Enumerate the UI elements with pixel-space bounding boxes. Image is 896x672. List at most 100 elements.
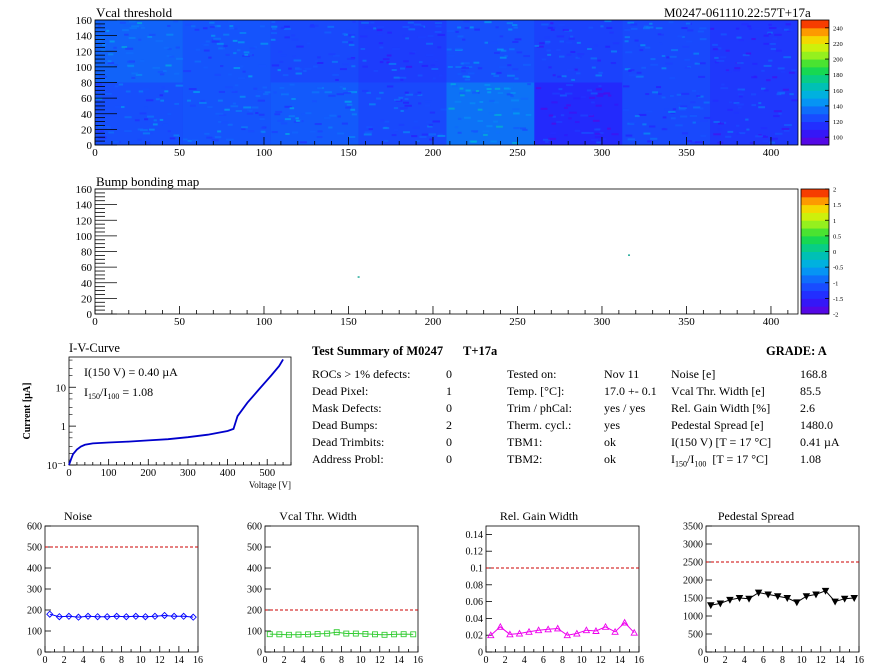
pixel-cell <box>454 126 459 129</box>
pixel-cell <box>448 107 455 110</box>
pixel-cell <box>138 38 142 41</box>
vcal-heatmap <box>95 20 798 145</box>
pixel-cell <box>484 83 491 86</box>
pixel-cell <box>293 59 302 62</box>
pixel-cell <box>142 88 150 91</box>
pixel-cell <box>490 140 497 143</box>
y-tick-label: 3500 <box>683 522 703 533</box>
x-tick-label: 300 <box>180 468 196 479</box>
pixel-cell <box>362 65 368 68</box>
summary-left-label: Dead Pixel: <box>312 384 369 398</box>
roc-block <box>358 20 447 83</box>
x-tick-label: 4 <box>301 655 306 666</box>
pixel-cell <box>346 57 355 60</box>
pixel-cell <box>489 99 495 102</box>
roc-block <box>534 82 623 145</box>
pixel-cell <box>384 120 390 123</box>
pixel-cell <box>631 27 638 30</box>
pixel-cell <box>457 131 462 134</box>
pixel-cell <box>753 27 760 30</box>
pixel-cell <box>635 75 644 78</box>
y-tick-label: 160 <box>76 15 93 27</box>
pixel-cell <box>717 122 725 125</box>
pixel-cell <box>152 123 158 126</box>
pixel-cell <box>570 35 574 38</box>
pixel-cell <box>432 77 436 80</box>
pixel-cell <box>512 68 519 71</box>
pixel-cell <box>464 116 471 119</box>
pixel-cell <box>459 92 466 95</box>
pixel-cell <box>762 140 769 143</box>
pixel-cell <box>758 134 762 137</box>
pixel-cell <box>737 106 742 109</box>
pixel-cell <box>421 64 429 67</box>
pixel-cell <box>241 128 246 131</box>
pixel-cell <box>607 127 611 130</box>
pixel-cell <box>209 26 215 29</box>
pixel-cell <box>575 56 580 59</box>
ratio-sub1: 150 <box>675 459 687 469</box>
pixel-cell <box>468 72 475 75</box>
y-tick-label: 120 <box>76 46 93 58</box>
pixel-cell <box>137 22 143 25</box>
y-tick-label: 100 <box>76 231 93 243</box>
pixel-cell <box>348 136 356 139</box>
pixel-cell <box>508 28 513 31</box>
data-point <box>726 596 734 604</box>
roc-block <box>622 82 711 145</box>
pixel-cell <box>586 89 593 92</box>
pixel-cell <box>131 72 138 75</box>
data-point <box>314 630 321 637</box>
pixel-cell <box>512 40 519 43</box>
pixel-cell <box>138 90 144 93</box>
plot-frame <box>264 525 419 653</box>
pixel-cell <box>594 128 601 131</box>
pixel-cell <box>513 127 520 130</box>
pixel-cell <box>523 55 531 58</box>
pixel-cell <box>472 92 478 95</box>
pixel-cell <box>140 59 145 62</box>
pixel-cell <box>122 29 129 32</box>
pixel-cell <box>738 39 744 42</box>
pixel-cell <box>174 139 179 142</box>
data-point <box>544 625 552 633</box>
pixel-cell <box>630 23 638 26</box>
pixel-cell <box>283 25 290 28</box>
y-tick-label: 0 <box>87 140 93 152</box>
pixel-cell <box>243 106 252 109</box>
pixel-cell <box>599 131 604 134</box>
pixel-cell <box>404 104 412 107</box>
pixel-cell <box>159 118 164 121</box>
pixel-cell <box>260 25 265 28</box>
pixel-cell <box>107 53 114 56</box>
pixel-cell <box>392 47 400 50</box>
pixel-cell <box>598 71 603 74</box>
pixel-cell <box>611 133 619 136</box>
pixel-cell <box>729 101 733 104</box>
pixel-cell <box>512 24 518 27</box>
pixel-cell <box>98 136 107 139</box>
pixel-cell <box>687 29 694 32</box>
pixel-cell <box>450 83 456 86</box>
pixel-cell <box>720 56 727 59</box>
pixel-cell <box>661 54 666 57</box>
pixel-cell <box>218 47 226 50</box>
pixel-cell <box>738 93 744 96</box>
pixel-cell <box>121 46 128 49</box>
data-point <box>180 612 188 620</box>
pixel-cell <box>590 57 597 60</box>
data-point <box>324 630 331 637</box>
pixel-cell <box>498 66 507 69</box>
x-tick-label: 0 <box>704 655 709 666</box>
pixel-cell <box>689 114 697 117</box>
colorbar-cell <box>801 51 829 60</box>
pixel-cell <box>725 135 732 138</box>
summary-mid-label: TBM1: <box>507 435 543 449</box>
pixel-cell <box>100 90 106 93</box>
pixel-cell <box>760 87 766 90</box>
pixel-cell <box>187 139 192 142</box>
pixel-cell <box>432 120 441 123</box>
colorbar-cell <box>801 105 829 115</box>
pixel-cell <box>342 87 346 90</box>
pixel-cell <box>417 36 426 39</box>
